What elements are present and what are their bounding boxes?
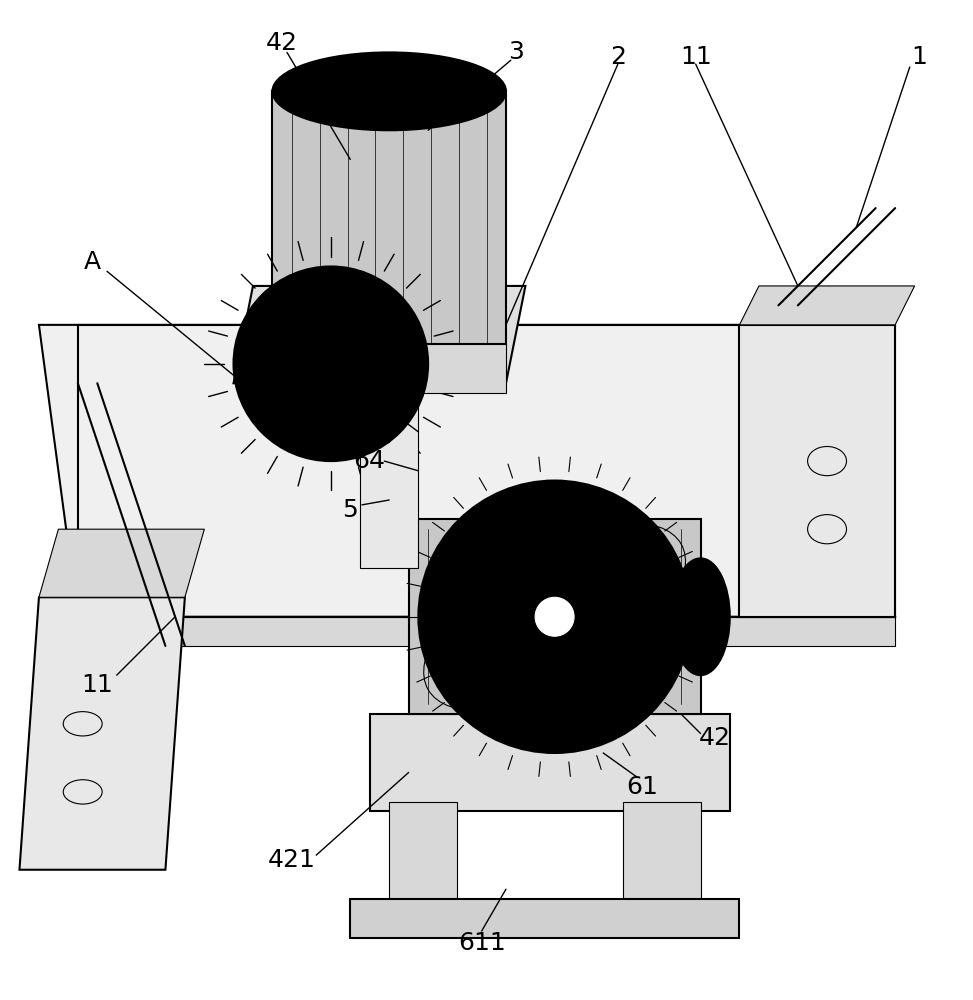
- Text: 2: 2: [610, 45, 626, 69]
- Polygon shape: [234, 286, 525, 383]
- Text: 42: 42: [267, 31, 298, 55]
- Polygon shape: [263, 344, 506, 393]
- Ellipse shape: [234, 266, 428, 461]
- Ellipse shape: [506, 568, 603, 665]
- Text: 11: 11: [680, 45, 711, 69]
- Text: 52: 52: [369, 400, 400, 424]
- Text: 42: 42: [700, 726, 731, 750]
- Text: A: A: [84, 250, 101, 274]
- Polygon shape: [739, 325, 895, 617]
- Text: 11: 11: [82, 673, 113, 697]
- Text: 421: 421: [268, 848, 316, 872]
- Text: 64: 64: [354, 449, 385, 473]
- Ellipse shape: [272, 52, 506, 130]
- Polygon shape: [360, 383, 418, 568]
- Polygon shape: [78, 617, 895, 646]
- Polygon shape: [350, 899, 739, 938]
- Ellipse shape: [418, 481, 691, 753]
- Text: 61: 61: [627, 775, 658, 799]
- Ellipse shape: [671, 558, 730, 675]
- Ellipse shape: [306, 339, 355, 388]
- Text: 1: 1: [912, 45, 927, 69]
- Ellipse shape: [272, 305, 389, 422]
- Text: 3: 3: [508, 40, 523, 64]
- Polygon shape: [272, 91, 506, 344]
- Text: 5: 5: [342, 498, 358, 522]
- Ellipse shape: [448, 510, 662, 724]
- Polygon shape: [19, 597, 185, 870]
- Text: 611: 611: [457, 931, 506, 955]
- Polygon shape: [39, 325, 895, 617]
- Polygon shape: [39, 529, 204, 597]
- Polygon shape: [409, 519, 701, 714]
- Polygon shape: [623, 802, 701, 909]
- Ellipse shape: [535, 597, 574, 636]
- Polygon shape: [341, 383, 389, 442]
- Polygon shape: [370, 714, 730, 811]
- Polygon shape: [389, 802, 457, 909]
- Polygon shape: [739, 286, 915, 325]
